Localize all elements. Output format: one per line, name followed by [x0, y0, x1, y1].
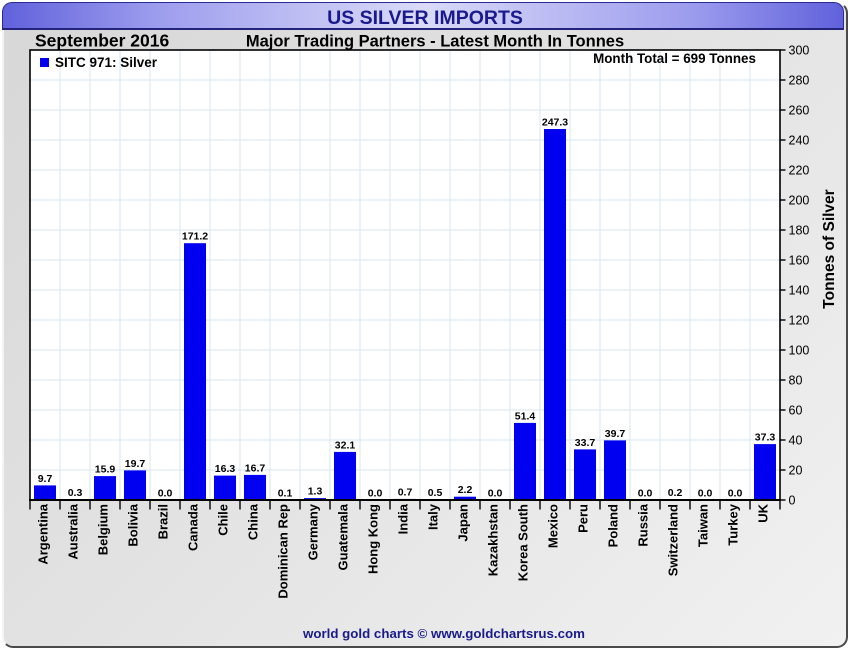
svg-text:Taiwan: Taiwan — [696, 504, 711, 547]
svg-text:0.7: 0.7 — [398, 486, 413, 498]
svg-text:247.3: 247.3 — [542, 117, 568, 129]
svg-text:9.7: 9.7 — [38, 473, 53, 485]
svg-text:Chile: Chile — [216, 504, 231, 536]
svg-text:Argentina: Argentina — [36, 503, 51, 564]
svg-text:19.7: 19.7 — [125, 458, 146, 470]
svg-text:Kazakhstan: Kazakhstan — [486, 504, 501, 576]
svg-text:20: 20 — [789, 464, 803, 478]
svg-text:Brazil: Brazil — [156, 504, 171, 539]
svg-text:world gold charts © www.goldch: world gold charts © www.goldchartsrus.co… — [302, 626, 585, 641]
svg-text:32.1: 32.1 — [335, 439, 356, 451]
svg-text:Switzerland: Switzerland — [666, 504, 681, 576]
svg-text:Mexico: Mexico — [546, 504, 561, 548]
svg-text:Poland: Poland — [606, 504, 621, 547]
svg-text:0.0: 0.0 — [638, 488, 653, 500]
svg-text:Australia: Australia — [66, 503, 81, 559]
svg-text:300: 300 — [789, 44, 810, 58]
svg-text:0.0: 0.0 — [698, 488, 713, 500]
svg-text:171.2: 171.2 — [182, 231, 208, 243]
svg-text:Dominican Rep: Dominican Rep — [276, 504, 291, 599]
svg-text:140: 140 — [789, 284, 810, 298]
svg-text:0.2: 0.2 — [668, 487, 683, 499]
svg-text:Italy: Italy — [426, 503, 441, 530]
svg-text:0.0: 0.0 — [488, 488, 503, 500]
svg-text:51.4: 51.4 — [515, 410, 536, 422]
svg-text:Peru: Peru — [576, 504, 591, 533]
svg-text:Turkey: Turkey — [726, 503, 741, 545]
svg-text:200: 200 — [789, 194, 810, 208]
svg-text:Month Total = 699 Tonnes: Month Total = 699 Tonnes — [593, 51, 756, 66]
svg-text:China: China — [246, 503, 261, 540]
svg-text:260: 260 — [789, 104, 810, 118]
svg-text:UK: UK — [756, 503, 771, 522]
svg-text:Belgium: Belgium — [96, 504, 111, 555]
svg-text:40: 40 — [789, 434, 803, 448]
svg-text:100: 100 — [789, 344, 810, 358]
svg-text:0.5: 0.5 — [428, 487, 443, 499]
svg-text:0: 0 — [789, 494, 796, 508]
svg-text:SITC 971: Silver: SITC 971: Silver — [55, 55, 158, 70]
svg-text:15.9: 15.9 — [95, 464, 116, 476]
svg-text:37.3: 37.3 — [755, 432, 776, 444]
svg-text:120: 120 — [789, 314, 810, 328]
svg-text:Canada: Canada — [186, 503, 201, 551]
svg-text:160: 160 — [789, 254, 810, 268]
svg-text:16.3: 16.3 — [215, 463, 236, 475]
svg-text:0.1: 0.1 — [278, 487, 293, 499]
svg-text:India: India — [396, 503, 411, 534]
svg-text:220: 220 — [789, 164, 810, 178]
svg-text:Korea South: Korea South — [516, 504, 531, 581]
svg-text:240: 240 — [789, 134, 810, 148]
svg-text:1.3: 1.3 — [308, 486, 323, 498]
svg-text:Major Trading Partners - Lates: Major Trading Partners - Latest Month In… — [246, 32, 624, 50]
svg-text:Japan: Japan — [456, 504, 471, 542]
svg-text:0.0: 0.0 — [728, 488, 743, 500]
svg-text:60: 60 — [789, 404, 803, 418]
svg-text:Bolivia: Bolivia — [126, 503, 141, 546]
svg-text:September 2016: September 2016 — [35, 30, 170, 50]
svg-text:Guatemala: Guatemala — [336, 503, 351, 570]
svg-text:2.2: 2.2 — [458, 484, 473, 496]
svg-text:Tonnes of Silver: Tonnes of Silver — [821, 189, 838, 308]
svg-text:0.0: 0.0 — [368, 488, 383, 500]
svg-text:0.0: 0.0 — [158, 488, 173, 500]
svg-text:33.7: 33.7 — [575, 437, 596, 449]
svg-text:0.3: 0.3 — [68, 487, 83, 499]
svg-text:US SILVER IMPORTS: US SILVER IMPORTS — [327, 7, 523, 29]
svg-text:Hong Kong: Hong Kong — [366, 504, 381, 574]
svg-text:80: 80 — [789, 374, 803, 388]
svg-text:Russia: Russia — [636, 503, 651, 546]
svg-text:39.7: 39.7 — [605, 428, 626, 440]
svg-text:180: 180 — [789, 224, 810, 238]
svg-text:Germany: Germany — [306, 503, 321, 560]
svg-text:16.7: 16.7 — [245, 462, 266, 474]
svg-text:280: 280 — [789, 74, 810, 88]
